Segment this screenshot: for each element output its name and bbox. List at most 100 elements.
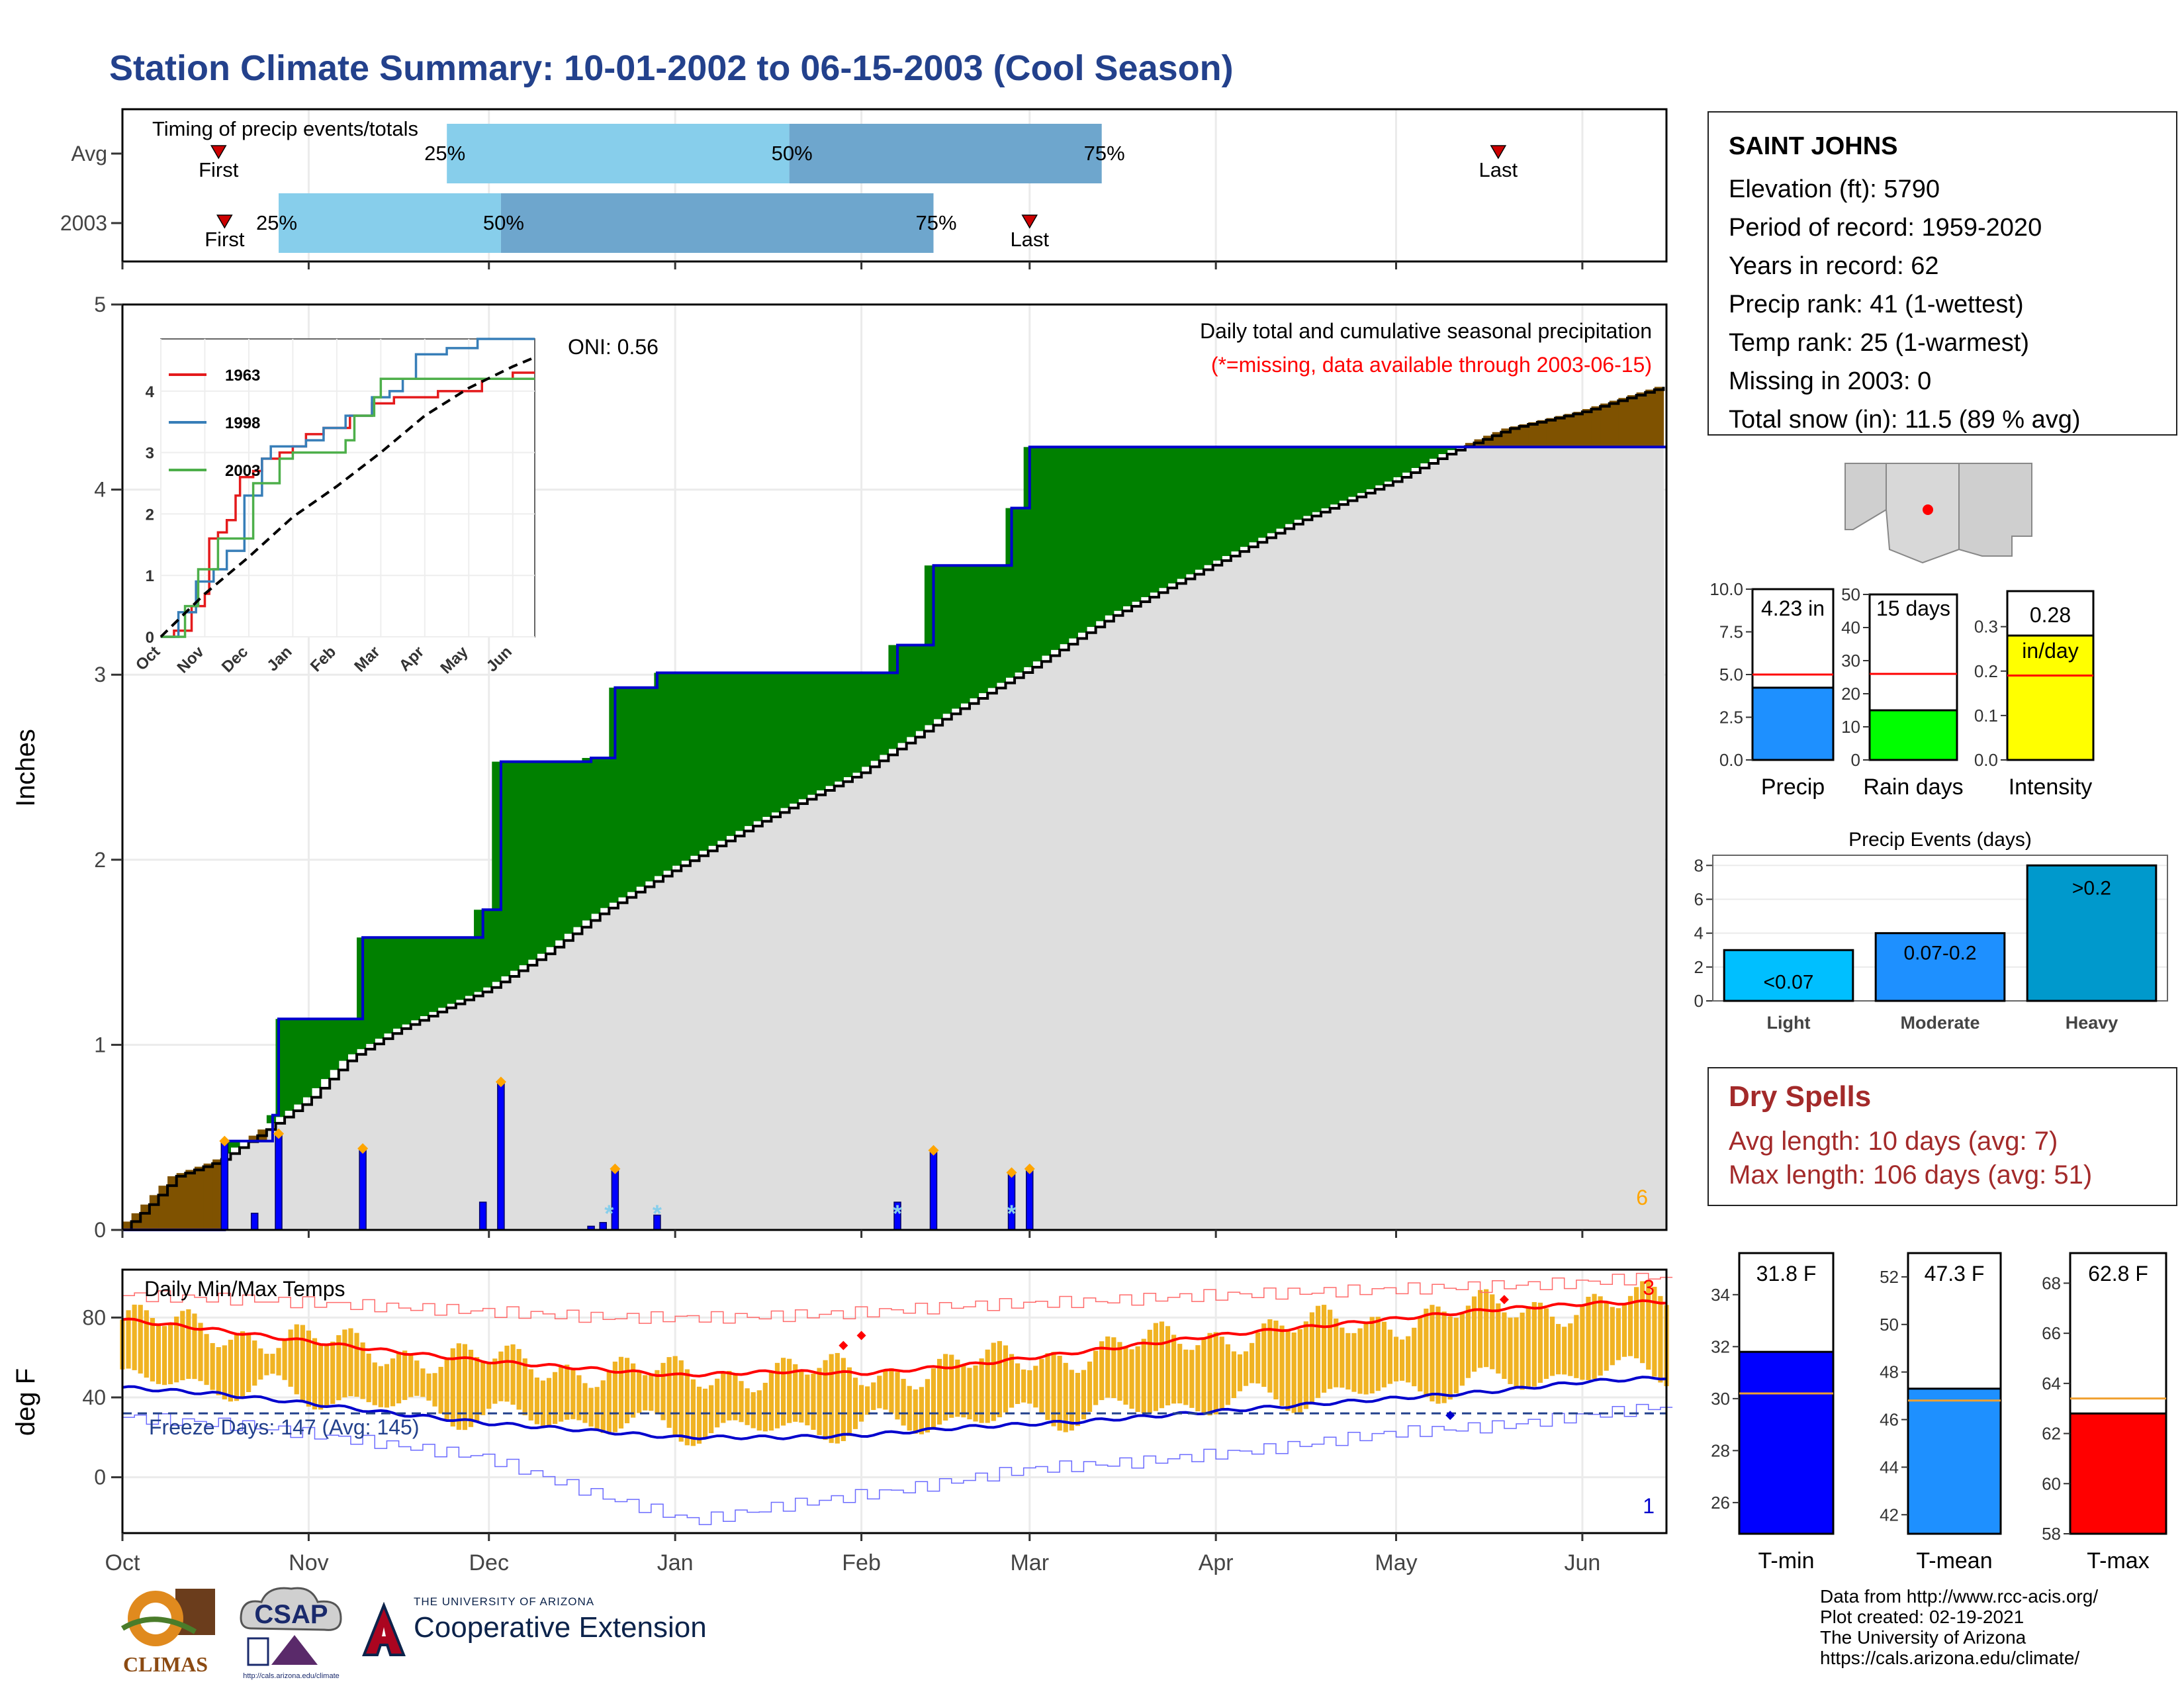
surplus-area (1302, 447, 1313, 516)
timing-label-50: 50% (483, 211, 524, 234)
daily-temp-bar (354, 1333, 359, 1397)
daily-temp-bar (1652, 1286, 1657, 1377)
daily-temp-bar (504, 1345, 510, 1402)
temp-y-axis-label: deg F (11, 1368, 40, 1436)
daily-precip-bar (478, 1201, 487, 1231)
raindays-gauge-y-tick-label: 10 (1841, 717, 1860, 737)
daily-temp-bar (745, 1388, 750, 1425)
daily-temp-bar (1159, 1321, 1165, 1409)
daily-temp-bar (780, 1358, 786, 1426)
daily-temp-bar (372, 1362, 377, 1405)
surplus-area (1140, 447, 1150, 598)
daily-temp-bar (919, 1387, 924, 1434)
surplus-area (789, 673, 799, 804)
daily-temp-bar (1141, 1338, 1146, 1414)
events-y-tick-label: 0 (1694, 991, 1704, 1011)
daily-temp-bar (1189, 1350, 1195, 1408)
surplus-area (482, 910, 492, 988)
daily-temp-bar (180, 1311, 185, 1381)
coop-extension-logo: THE UNIVERSITY OF ARIZONA Cooperative Ex… (414, 1595, 707, 1644)
daily-temp-bar (1412, 1327, 1417, 1387)
daily-temp-bar (1147, 1329, 1152, 1413)
deficit-area (122, 1221, 132, 1230)
dry-spells-box: Dry Spells Avg length: 10 days (avg: 7) … (1707, 1067, 2177, 1206)
daily-temp-bar (1081, 1370, 1087, 1420)
daily-temp-bar (438, 1366, 443, 1414)
surplus-area (428, 937, 439, 1012)
surplus-area (572, 761, 583, 927)
events-bar-label: <0.07 (1764, 971, 1814, 993)
surplus-area (1420, 447, 1430, 463)
daily-temp-bar (949, 1354, 954, 1418)
inset-series-2003 (161, 377, 535, 638)
daily-temp-bar (1334, 1318, 1339, 1387)
daily-temp-bar (456, 1343, 461, 1430)
surplus-area (591, 758, 601, 914)
tmean-gauge-y-tick-label: 48 (1880, 1362, 1899, 1382)
surplus-area (717, 673, 727, 841)
surplus-area (1285, 447, 1295, 524)
avg-cumulative-area (122, 387, 1666, 1230)
daily-temp-bar (835, 1352, 840, 1444)
surplus-area (636, 687, 646, 887)
events-bar-label: 0.07-0.2 (1903, 943, 1976, 964)
surplus-area (1185, 447, 1195, 575)
surplus-area (420, 937, 430, 1017)
surplus-area (519, 761, 529, 966)
tmin-gauge-value-label: 31.8 F (1756, 1262, 1817, 1286)
surplus-area (1068, 447, 1078, 639)
surplus-area (753, 673, 763, 821)
temp-title: Daily Min/Max Temps (144, 1277, 345, 1301)
surplus-area (870, 673, 880, 761)
intensity-gauge-value-unit: in/day (2022, 639, 2078, 663)
daily-temp-bar (1093, 1350, 1099, 1405)
daily-temp-bar (306, 1331, 312, 1407)
surplus-area (1411, 447, 1421, 468)
surplus-area (888, 645, 898, 749)
dry-spells-max: Max length: 106 days (avg: 51) (1729, 1160, 2093, 1190)
precip-y-tick-label: 0 (94, 1218, 106, 1242)
events-bar-label: >0.2 (2072, 877, 2111, 899)
daily-temp-bar (444, 1357, 449, 1421)
daily-temp-bar (1640, 1281, 1645, 1364)
daily-temp-bar (1646, 1281, 1651, 1370)
dry-spells-avg: Avg length: 10 days (avg: 7) (1729, 1127, 2058, 1156)
daily-temp-bar (631, 1363, 636, 1418)
daily-temp-bar (733, 1374, 738, 1421)
surplus-area (987, 565, 997, 688)
surplus-area (1267, 447, 1277, 534)
daily-temp-bar (342, 1329, 347, 1397)
daily-temp-bar (222, 1345, 227, 1400)
surplus-area (1429, 447, 1439, 459)
daily-temp-bar (1387, 1329, 1393, 1384)
surplus-area (1105, 447, 1115, 616)
record-marker (1445, 1411, 1455, 1421)
daily-temp-bar (1111, 1337, 1116, 1399)
raindays-gauge-y-tick-label: 0 (1851, 750, 1860, 770)
timing-marker-first (216, 214, 233, 229)
daily-temp-bar (252, 1340, 257, 1386)
daily-temp-bar (1531, 1301, 1537, 1387)
daily-temp-bar (1658, 1295, 1663, 1383)
surplus-area (1438, 447, 1448, 455)
daily-temp-bar (762, 1382, 768, 1432)
daily-temp-bar (300, 1325, 305, 1401)
daily-temp-bar (1063, 1362, 1068, 1432)
tmin-gauge-y-tick-label: 30 (1711, 1389, 1730, 1409)
raindays-gauge-y-tick-label: 20 (1841, 684, 1860, 704)
daily-precip-marker (495, 1076, 506, 1088)
deficit-area (1627, 395, 1637, 447)
daily-temp-bar (1399, 1339, 1405, 1381)
daily-temp-bar (1610, 1307, 1615, 1366)
locator-map-station-dot (1923, 504, 1933, 515)
daily-temp-bar (240, 1331, 246, 1398)
daily-temp-bar (793, 1364, 798, 1422)
daily-temp-bar (366, 1353, 371, 1403)
inset-series-1998 (161, 338, 535, 638)
precip-gauge-y-tick-label: 10.0 (1709, 579, 1743, 599)
deficit-area (1654, 387, 1664, 447)
surplus-area (1375, 447, 1385, 486)
surplus-area (330, 1019, 340, 1070)
daily-temp-bar (1453, 1317, 1459, 1393)
inset-y-tick-label: 4 (146, 383, 155, 401)
